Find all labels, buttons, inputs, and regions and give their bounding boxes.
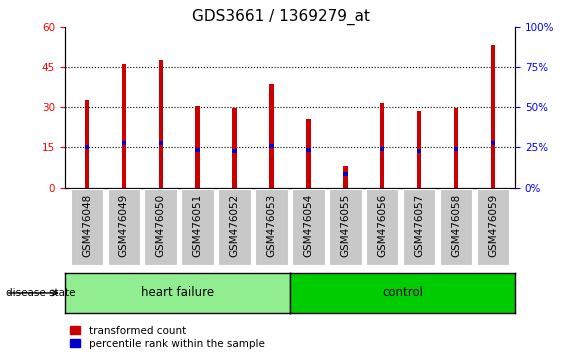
Bar (122, 141, 126, 145)
Text: GSM476051: GSM476051 (193, 194, 203, 257)
Bar (195, 106, 200, 188)
FancyBboxPatch shape (366, 189, 399, 265)
FancyBboxPatch shape (329, 189, 361, 265)
Bar (380, 103, 385, 188)
Text: GSM476050: GSM476050 (156, 194, 166, 257)
Text: heart failure: heart failure (141, 286, 214, 299)
FancyBboxPatch shape (70, 189, 103, 265)
FancyBboxPatch shape (255, 189, 288, 265)
Text: GSM476049: GSM476049 (119, 194, 129, 257)
Text: disease state: disease state (6, 288, 75, 298)
Text: GSM476054: GSM476054 (303, 194, 314, 257)
Text: GSM476058: GSM476058 (451, 194, 461, 257)
Bar (306, 119, 311, 188)
Text: control: control (382, 286, 423, 299)
Text: GSM476056: GSM476056 (377, 194, 387, 257)
FancyBboxPatch shape (108, 189, 140, 265)
Bar (454, 147, 458, 151)
FancyBboxPatch shape (145, 189, 177, 265)
Bar (233, 108, 237, 188)
Bar (417, 149, 421, 153)
FancyBboxPatch shape (477, 189, 510, 265)
FancyBboxPatch shape (292, 189, 325, 265)
Bar (417, 111, 421, 188)
Bar (380, 147, 385, 151)
Text: GSM476048: GSM476048 (82, 194, 92, 257)
Bar (306, 148, 311, 152)
Bar (491, 141, 495, 145)
FancyBboxPatch shape (440, 189, 472, 265)
Legend: transformed count, percentile rank within the sample: transformed count, percentile rank withi… (70, 326, 265, 349)
Bar (159, 141, 163, 145)
Bar (269, 144, 274, 148)
Bar (233, 149, 237, 153)
FancyBboxPatch shape (218, 189, 251, 265)
Text: GSM476055: GSM476055 (340, 194, 350, 257)
Bar (84, 101, 89, 188)
Bar (84, 145, 89, 149)
Text: GSM476059: GSM476059 (488, 194, 498, 257)
Bar (343, 172, 347, 176)
Bar (269, 84, 274, 188)
Text: GSM476052: GSM476052 (230, 194, 240, 257)
Bar (343, 166, 347, 188)
Text: GDS3661 / 1369279_at: GDS3661 / 1369279_at (193, 9, 370, 25)
Text: GSM476053: GSM476053 (266, 194, 276, 257)
Bar (122, 64, 126, 188)
Bar (454, 108, 458, 188)
Bar (195, 148, 200, 152)
FancyBboxPatch shape (403, 189, 435, 265)
Bar (159, 60, 163, 188)
Bar (491, 45, 495, 188)
FancyBboxPatch shape (181, 189, 214, 265)
Text: GSM476057: GSM476057 (414, 194, 424, 257)
